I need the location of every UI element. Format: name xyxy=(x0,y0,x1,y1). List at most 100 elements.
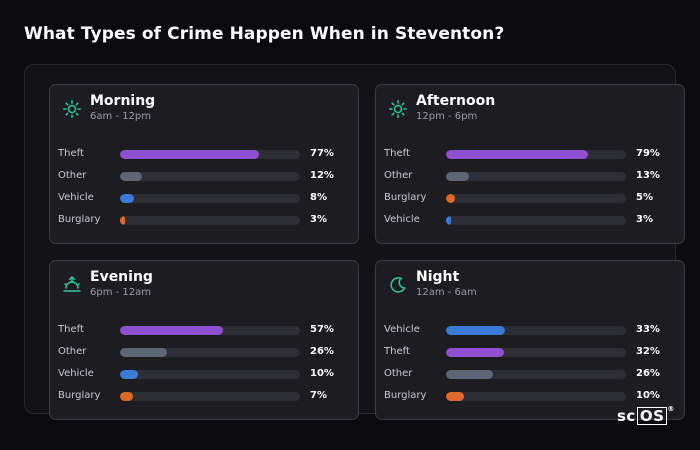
panel-time-range: 12pm - 6pm xyxy=(416,111,478,122)
bar-vehicle xyxy=(446,326,506,335)
category-label: Other xyxy=(58,170,87,181)
bar-vehicle xyxy=(120,194,135,203)
panel-header: Afternoon 12pm - 6pm xyxy=(388,93,672,127)
category-label: Vehicle xyxy=(384,214,420,225)
bar-other xyxy=(446,370,493,379)
category-label: Burglary xyxy=(384,390,427,401)
logo-registered-mark: ® xyxy=(667,405,675,413)
panel-time-range: 6pm - 12am xyxy=(90,287,152,298)
bar-theft xyxy=(120,150,259,159)
bar-track xyxy=(120,216,300,225)
bar-row: Burglary 10% xyxy=(384,389,676,411)
panel-time-range: 12am - 6am xyxy=(416,287,477,298)
panel-evening: Evening 6pm - 12am Theft 57% Other 26% Vehicle… xyxy=(49,260,359,420)
panel-header: Night 12am - 6am xyxy=(388,269,672,303)
scos-logo: sc OS ® xyxy=(617,405,675,425)
bar-row: Burglary 7% xyxy=(58,389,350,411)
value-label: 7% xyxy=(310,390,327,401)
bar-track xyxy=(120,370,300,379)
value-label: 57% xyxy=(310,324,334,335)
bar-track xyxy=(120,348,300,357)
category-label: Vehicle xyxy=(58,192,94,203)
panel-title: Afternoon xyxy=(416,93,496,109)
value-label: 3% xyxy=(310,214,327,225)
value-label: 32% xyxy=(636,346,660,357)
logo-prefix: sc xyxy=(617,407,636,425)
sun-icon xyxy=(62,99,82,119)
bar-row: Vehicle 8% xyxy=(58,191,350,213)
bar-track xyxy=(446,326,626,335)
value-label: 10% xyxy=(636,390,660,401)
bar-track xyxy=(120,194,300,203)
category-label: Burglary xyxy=(384,192,427,203)
bar-row: Theft 77% xyxy=(58,147,350,169)
panel-afternoon: Afternoon 12pm - 6pm Theft 79% Other 13% Burgl… xyxy=(375,84,685,244)
bar-list: Vehicle 33% Theft 32% Other 26% Burglary 10% xyxy=(384,323,676,411)
bar-track xyxy=(446,172,626,181)
value-label: 3% xyxy=(636,214,653,225)
bar-track xyxy=(120,326,300,335)
panel-morning: Morning 6am - 12pm Theft 77% Other 12% Vehicle… xyxy=(49,84,359,244)
value-label: 26% xyxy=(310,346,334,357)
panel-night: Night 12am - 6am Vehicle 33% Theft 32% Other 26… xyxy=(375,260,685,420)
bar-burglary xyxy=(120,392,133,401)
bar-track xyxy=(120,392,300,401)
bar-theft xyxy=(446,150,589,159)
panel-title: Morning xyxy=(90,93,156,109)
category-label: Theft xyxy=(384,148,410,159)
bar-track xyxy=(446,392,626,401)
bar-track xyxy=(446,194,626,203)
bar-track xyxy=(446,348,626,357)
bar-theft xyxy=(120,326,223,335)
bar-burglary xyxy=(446,194,455,203)
bar-list: Theft 77% Other 12% Vehicle 8% Burglary 3% xyxy=(58,147,350,235)
category-label: Theft xyxy=(384,346,410,357)
bar-row: Burglary 5% xyxy=(384,191,676,213)
category-label: Other xyxy=(384,170,413,181)
bar-burglary xyxy=(446,392,464,401)
panel-title: Night xyxy=(416,269,460,285)
value-label: 10% xyxy=(310,368,334,379)
panel-title: Evening xyxy=(90,269,153,285)
value-label: 8% xyxy=(310,192,327,203)
panel-header: Morning 6am - 12pm xyxy=(62,93,346,127)
logo-box: OS xyxy=(636,407,668,425)
bar-track xyxy=(446,150,626,159)
bar-row: Vehicle 3% xyxy=(384,213,676,235)
bar-track xyxy=(446,216,626,225)
bar-list: Theft 79% Other 13% Burglary 5% Vehicle 3% xyxy=(384,147,676,235)
bar-row: Other 13% xyxy=(384,169,676,191)
category-label: Vehicle xyxy=(384,324,420,335)
category-label: Theft xyxy=(58,324,84,335)
bar-row: Vehicle 10% xyxy=(58,367,350,389)
sunset-icon xyxy=(62,275,82,295)
bar-track xyxy=(446,370,626,379)
bar-row: Vehicle 33% xyxy=(384,323,676,345)
category-label: Burglary xyxy=(58,390,101,401)
value-label: 33% xyxy=(636,324,660,335)
bar-other xyxy=(120,172,142,181)
value-label: 12% xyxy=(310,170,334,181)
bar-row: Theft 79% xyxy=(384,147,676,169)
bar-track xyxy=(120,172,300,181)
bar-row: Theft 57% xyxy=(58,323,350,345)
panel-header: Evening 6pm - 12am xyxy=(62,269,346,303)
bar-row: Other 12% xyxy=(58,169,350,191)
value-label: 13% xyxy=(636,170,660,181)
bar-row: Theft 32% xyxy=(384,345,676,367)
sun-icon xyxy=(388,99,408,119)
value-label: 26% xyxy=(636,368,660,379)
value-label: 77% xyxy=(310,148,334,159)
panel-time-range: 6am - 12pm xyxy=(90,111,152,122)
bar-vehicle xyxy=(120,370,138,379)
category-label: Other xyxy=(384,368,413,379)
bar-theft xyxy=(446,348,504,357)
bar-row: Burglary 3% xyxy=(58,213,350,235)
moon-icon xyxy=(388,275,408,295)
bar-other xyxy=(120,348,167,357)
bar-vehicle xyxy=(446,216,452,225)
bar-row: Other 26% xyxy=(384,367,676,389)
category-label: Other xyxy=(58,346,87,357)
page-title: What Types of Crime Happen When in Steve… xyxy=(24,24,505,44)
value-label: 79% xyxy=(636,148,660,159)
